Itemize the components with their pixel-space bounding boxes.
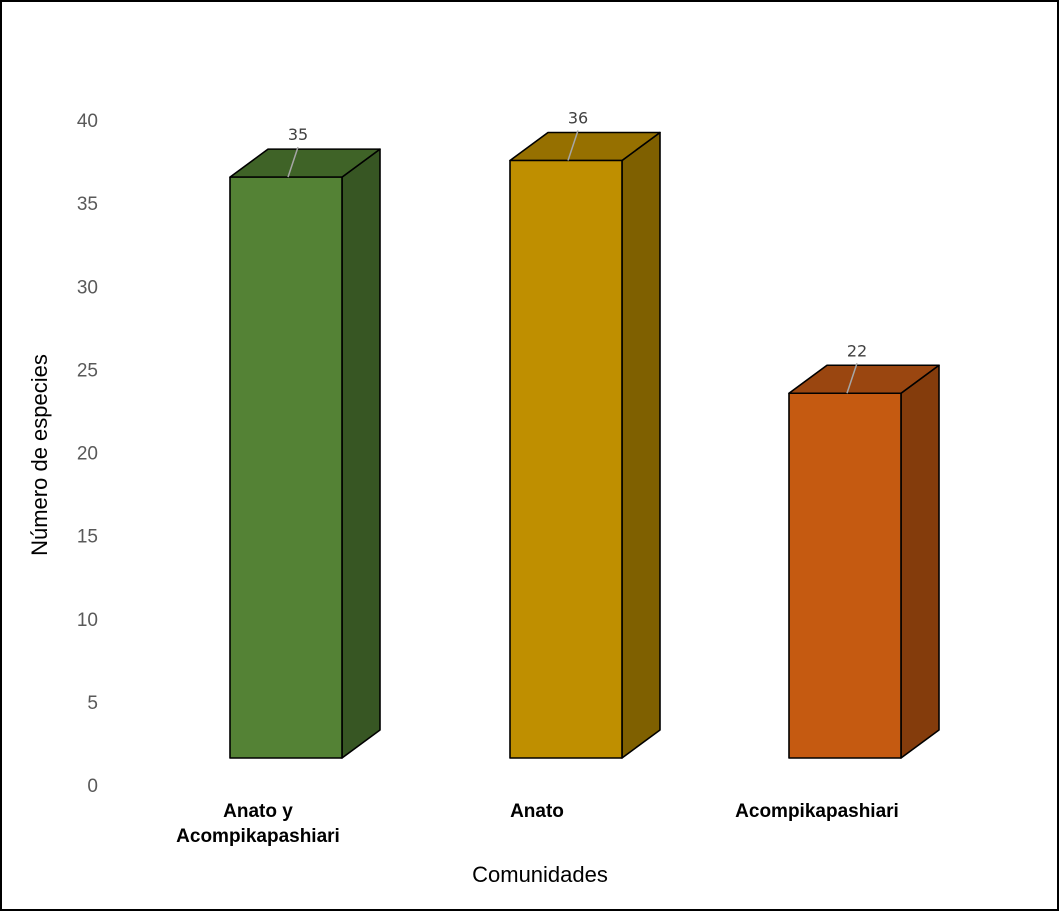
y-axis-ticks: 0 5 10 15 20 25 30 35 40 [77, 111, 98, 797]
leader-line [846, 363, 858, 394]
data-label: 35 [288, 125, 308, 144]
bar [509, 159, 623, 759]
y-tick-label: 20 [77, 444, 98, 465]
bar [788, 392, 902, 759]
y-tick-label: 0 [87, 776, 98, 797]
x-category-label: Acompikapashiari [735, 801, 899, 822]
data-labels: 35 36 22 [288, 109, 867, 361]
leader-line [287, 146, 299, 178]
x-axis-categories: Anato y Acompikapashiari Anato Acompikapash… [176, 801, 899, 847]
y-tick-label: 5 [87, 693, 98, 714]
bars [229, 131, 940, 759]
data-label: 36 [568, 109, 588, 128]
x-axis-title: Comunidades [472, 862, 608, 887]
y-tick-label: 35 [77, 194, 98, 215]
y-tick-label: 10 [77, 610, 98, 631]
y-tick-label: 30 [77, 277, 98, 298]
leader-line [567, 130, 579, 161]
y-axis-title: Número de especies [27, 354, 52, 556]
bar [229, 176, 343, 759]
data-label-leaders [287, 130, 858, 394]
x-category-label: Anato y [223, 801, 293, 822]
bar-side [900, 364, 940, 759]
y-tick-label: 25 [77, 360, 98, 381]
x-category-label: Anato [510, 801, 564, 822]
bar-side [621, 131, 661, 759]
y-tick-label: 40 [77, 111, 98, 132]
x-category-label: Acompikapashiari [176, 826, 340, 847]
y-tick-label: 15 [77, 527, 98, 548]
bar-side [341, 148, 381, 759]
data-label: 22 [847, 341, 867, 360]
